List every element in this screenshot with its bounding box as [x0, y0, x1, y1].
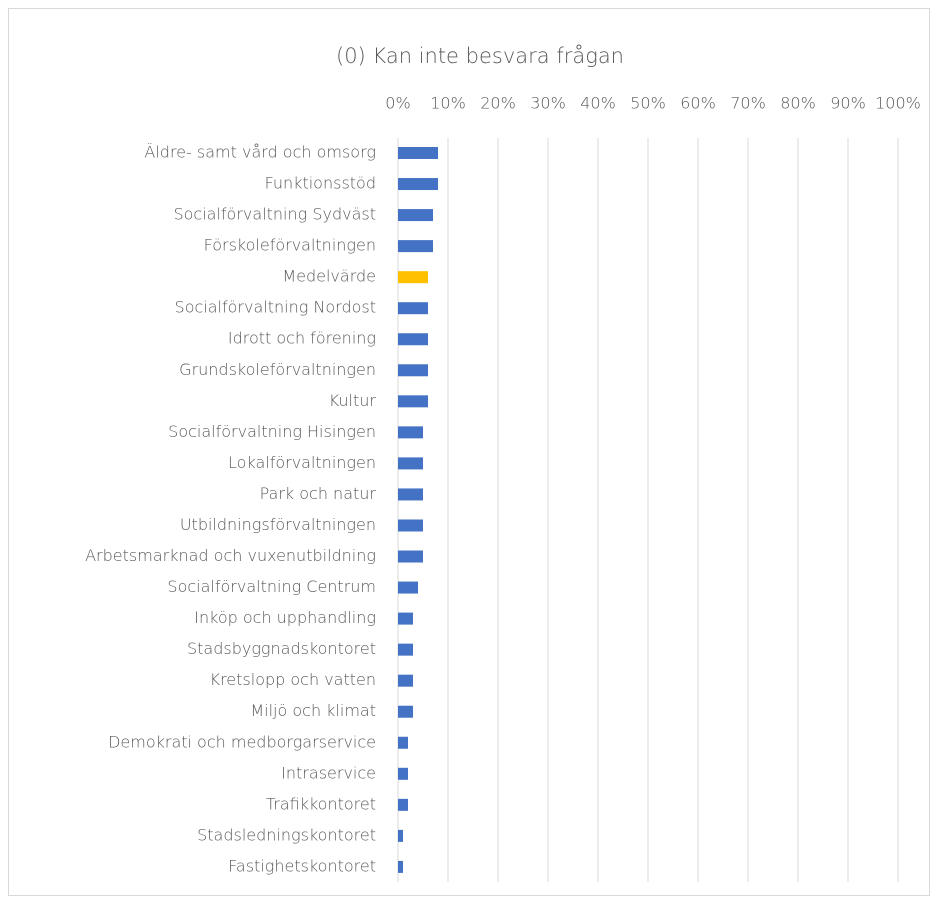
- y-tick-label: Förskoleförvaltningen: [204, 236, 376, 255]
- x-tick-label: 10%: [430, 94, 466, 113]
- bar: [398, 209, 433, 222]
- x-tick-label: 100%: [875, 94, 921, 113]
- bar: [398, 178, 438, 191]
- bar: [398, 333, 428, 346]
- y-tick-label: Idrott och förening: [228, 329, 376, 348]
- bar: [398, 674, 413, 687]
- y-tick-label: Socialförvaltning Centrum: [167, 577, 376, 596]
- bar: [398, 147, 438, 159]
- x-tick-label: 0%: [385, 94, 410, 113]
- x-tick-label: 50%: [630, 94, 666, 113]
- y-tick-label: Demokrati och medborgarservice: [108, 732, 376, 751]
- y-tick-label: Inköp och upphandling: [194, 608, 376, 627]
- y-tick-label: Stadsledningskontoret: [197, 825, 376, 844]
- x-tick-label: 80%: [780, 94, 816, 113]
- y-tick-label: Intraservice: [281, 763, 376, 782]
- y-tick-label: Socialförvaltning Nordost: [175, 298, 376, 317]
- chart-border: [8, 8, 930, 896]
- y-tick-label: Miljö och klimat: [250, 701, 376, 720]
- y-tick-label: Trafikkontoret: [266, 794, 376, 813]
- x-tick-label: 70%: [730, 94, 766, 113]
- bar: [398, 829, 403, 842]
- bar: [398, 302, 428, 315]
- bar: [398, 395, 428, 408]
- x-tick-label: 20%: [480, 94, 516, 113]
- bar: [398, 271, 428, 284]
- x-tick-label: 90%: [830, 94, 866, 113]
- y-tick-label: Socialförvaltning Hisingen: [168, 422, 376, 441]
- x-tick-label: 30%: [530, 94, 566, 113]
- bar: [398, 240, 433, 253]
- bar: [398, 798, 408, 811]
- y-tick-label: Stadsbyggnadskontoret: [187, 639, 376, 658]
- chart-title: (0) Kan inte besvara frågan: [336, 44, 624, 68]
- y-tick-label: Medelvärde: [282, 267, 376, 286]
- y-tick-label: Fastighetskontoret: [228, 856, 376, 875]
- bar: [398, 364, 428, 377]
- bar: [398, 767, 408, 780]
- bar: [398, 519, 423, 532]
- bar: [398, 426, 423, 439]
- bar: [398, 643, 413, 656]
- bar: [398, 550, 423, 563]
- y-tick-label: Grundskoleförvaltningen: [179, 360, 376, 379]
- y-tick-label: Kretslopp och vatten: [210, 670, 376, 689]
- x-tick-label: 60%: [680, 94, 716, 113]
- y-tick-label: Funktionsstöd: [265, 174, 376, 193]
- y-tick-label: Socialförvaltning Sydväst: [173, 205, 376, 224]
- y-tick-label: Utbildningsförvaltningen: [180, 515, 376, 534]
- bar: [398, 457, 423, 470]
- y-tick-label: Park och natur: [260, 484, 377, 503]
- y-tick-label: Arbetsmarknad och vuxenutbildning: [85, 546, 376, 565]
- bar: [398, 705, 413, 718]
- bar: [398, 736, 408, 749]
- x-tick-label: 40%: [580, 94, 616, 113]
- bar: [398, 581, 418, 594]
- y-tick-label: Äldre- samt vård och omsorg: [144, 143, 376, 162]
- y-tick-label: Kultur: [329, 391, 377, 410]
- bar: [398, 612, 413, 625]
- bar: [398, 860, 403, 873]
- bar: [398, 488, 423, 501]
- y-tick-label: Lokalförvaltningen: [228, 453, 376, 472]
